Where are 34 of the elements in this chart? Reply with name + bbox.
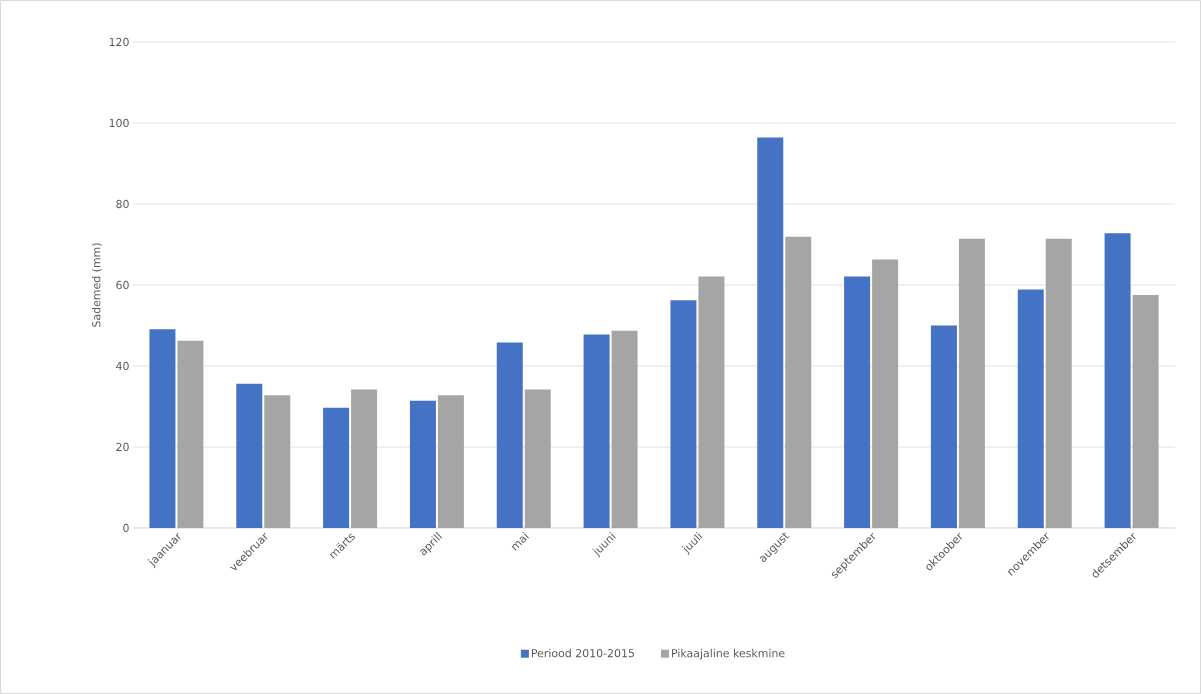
bar: [670, 300, 697, 528]
bar: [264, 395, 291, 528]
bar: [611, 330, 638, 528]
y-tick-label: 60: [116, 280, 129, 290]
bar: [437, 395, 464, 528]
bar: [698, 276, 725, 528]
bar: [524, 389, 551, 528]
bar: [872, 259, 899, 528]
bar: [1017, 289, 1044, 528]
y-tick-label: 20: [116, 442, 129, 452]
y-tick-label: 40: [116, 361, 129, 371]
bar: [958, 238, 985, 528]
bar: [1045, 238, 1072, 528]
y-tick-label: 80: [116, 199, 129, 209]
bar: [757, 137, 784, 528]
bar: [409, 400, 436, 528]
y-tick-label: 0: [123, 523, 129, 533]
y-tick-label: 100: [109, 118, 129, 128]
bar: [1132, 295, 1159, 528]
bar: [149, 329, 176, 528]
legend-label: Periood 2010-2015: [531, 648, 634, 658]
bar: [583, 334, 610, 528]
legend-label: Pikaajaline keskmine: [672, 648, 785, 660]
bar: [844, 276, 871, 528]
y-tick-label: 120: [109, 37, 129, 47]
bar: [785, 236, 812, 528]
bar: [323, 407, 350, 528]
bar: [177, 340, 204, 528]
bar: [236, 383, 263, 528]
y-axis-title: Sademed (mm): [91, 243, 102, 327]
bar: [496, 342, 523, 528]
bar: [351, 389, 378, 528]
bar: [1104, 233, 1131, 528]
bar: [930, 325, 957, 528]
